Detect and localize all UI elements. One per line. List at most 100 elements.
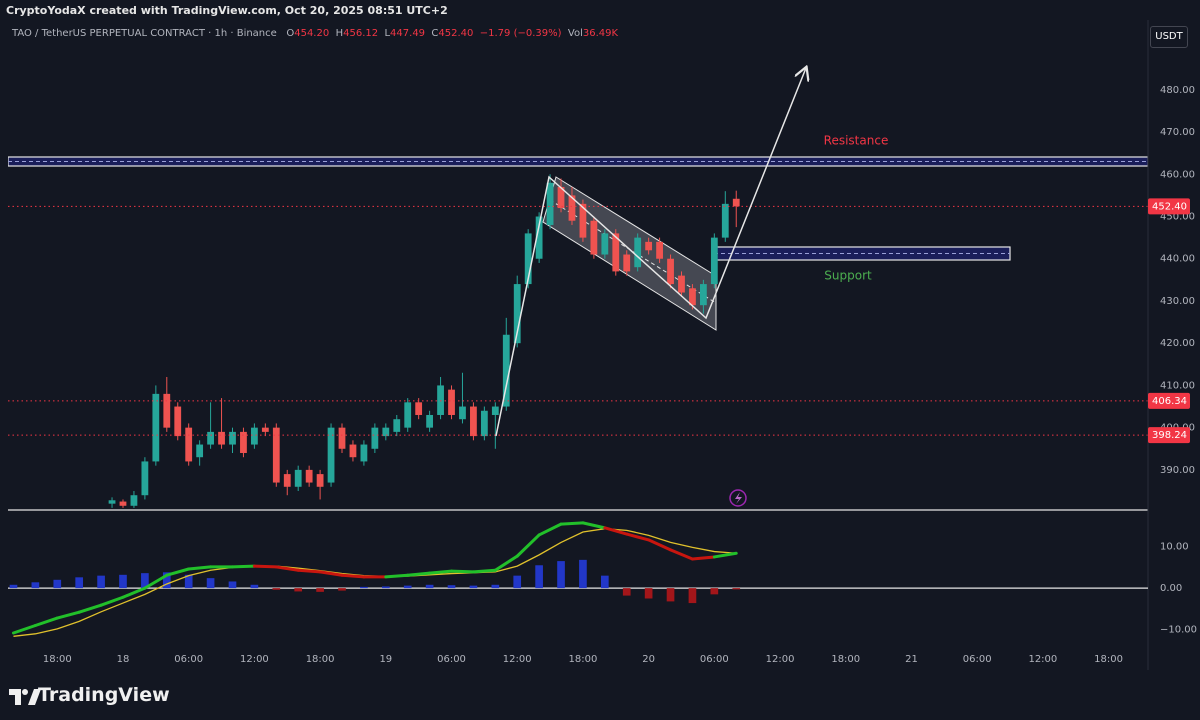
histogram-bar (184, 574, 193, 589)
histogram-bar (447, 585, 456, 589)
histogram-bar (381, 586, 390, 589)
candle-body (491, 406, 499, 415)
macd-line (406, 571, 432, 577)
histogram-bar (622, 588, 631, 596)
histogram-bar (557, 561, 565, 589)
histogram-bar (535, 565, 543, 589)
y-tick-label: 10.00 (1160, 542, 1189, 553)
candle-body (612, 233, 620, 272)
candle-body (590, 220, 598, 255)
candle-body (229, 431, 236, 445)
x-tick-label: 20 (642, 654, 655, 665)
y-tick-label: 390.00 (1160, 465, 1195, 476)
histogram-bar (403, 585, 412, 589)
candle-body (371, 427, 379, 449)
price-label-box (1148, 198, 1190, 215)
candle-body (678, 275, 685, 293)
x-tick-label: 21 (905, 654, 918, 665)
macd-line (121, 586, 147, 599)
channel-midline (549, 199, 717, 304)
x-tick-label: 18:00 (1094, 654, 1123, 665)
x-tick-label: 12:00 (766, 654, 795, 665)
ohlc-value: 456.12 (343, 28, 379, 39)
x-tick-label: 06:00 (700, 654, 729, 665)
candle-body (327, 427, 335, 483)
y-tick-label: 430.00 (1160, 296, 1195, 307)
macd-line (55, 610, 81, 620)
candle-body (601, 233, 609, 255)
histogram-bar (250, 584, 259, 589)
annotation: Resistance (824, 134, 889, 148)
histogram-bar (141, 573, 149, 589)
histogram-bar (9, 584, 18, 589)
candle-body (426, 414, 434, 428)
candle-body (623, 254, 631, 272)
drawings: Resistance Support (495, 68, 889, 507)
candle-body (174, 406, 182, 437)
macd-line (340, 573, 366, 579)
y-tick-label: 440.00 (1160, 254, 1195, 265)
symbol-legend: TAO / TetherUS PERPETUAL CONTRACT · 1h ·… (12, 28, 618, 39)
candle-body (305, 469, 313, 483)
candle-body (240, 431, 247, 453)
macd-line (559, 521, 585, 526)
candle-body (108, 500, 116, 504)
candle-body (207, 431, 214, 445)
volume: 36.49K (582, 28, 619, 39)
currency-button[interactable]: USDT (1150, 26, 1188, 48)
x-tick-label: 06:00 (174, 654, 203, 665)
x-tick-label: 18:00 (306, 654, 335, 665)
macd-line (690, 555, 716, 561)
macd-line (296, 568, 322, 574)
macd-line (384, 573, 410, 579)
attribution: CryptoYodaX created with TradingView.com… (6, 4, 448, 17)
candle-body (634, 237, 642, 268)
macd-line (471, 568, 497, 574)
event-icon (729, 489, 747, 507)
candle-body (152, 393, 160, 462)
ohlc-value: 452.40 (438, 28, 474, 39)
macd-line (581, 521, 607, 530)
candle-body (546, 182, 554, 225)
candle-body (283, 474, 291, 487)
histogram-bar (491, 584, 500, 589)
candle-body (119, 501, 127, 506)
macd-line (99, 595, 125, 607)
histogram-bar (469, 585, 478, 589)
candle-body (163, 393, 171, 428)
volume-label: Vol (567, 28, 583, 39)
y-tick-label: 410.00 (1160, 380, 1195, 391)
histogram-bar (53, 579, 62, 589)
macd-line (187, 565, 213, 571)
macd-line (77, 603, 103, 614)
candle-body (404, 402, 412, 428)
ohlc-label: L (384, 28, 391, 39)
macd-line (428, 569, 454, 575)
histogram-bar (710, 588, 719, 595)
x-tick-label: 18:00 (569, 654, 598, 665)
macd-line (33, 616, 59, 628)
macd-line (493, 554, 519, 572)
x-tick-label: 18 (117, 654, 130, 665)
candle-body (645, 241, 653, 251)
candle-body (196, 444, 204, 458)
y-tick-label: 460.00 (1160, 169, 1195, 180)
macd-line (318, 570, 344, 577)
candle-body (393, 419, 401, 432)
candle-body (141, 461, 149, 496)
candle-body (535, 216, 543, 259)
histogram-bar (272, 588, 281, 590)
histogram-bar (206, 578, 215, 589)
candle-body (667, 258, 674, 285)
macd-line (669, 548, 694, 561)
x-tick-label: 06:00 (437, 654, 466, 665)
x-tick-label: 12:00 (1028, 654, 1057, 665)
y-tick-label: 470.00 (1160, 127, 1195, 138)
candle-body (470, 406, 477, 437)
ohlc-label: H (335, 28, 344, 39)
x-tick-label: 12:00 (240, 654, 269, 665)
chart: Resistance Support 480.00 470.00 460.00 450… (8, 20, 1197, 670)
candle-body (272, 427, 280, 483)
candle-body (732, 198, 740, 207)
